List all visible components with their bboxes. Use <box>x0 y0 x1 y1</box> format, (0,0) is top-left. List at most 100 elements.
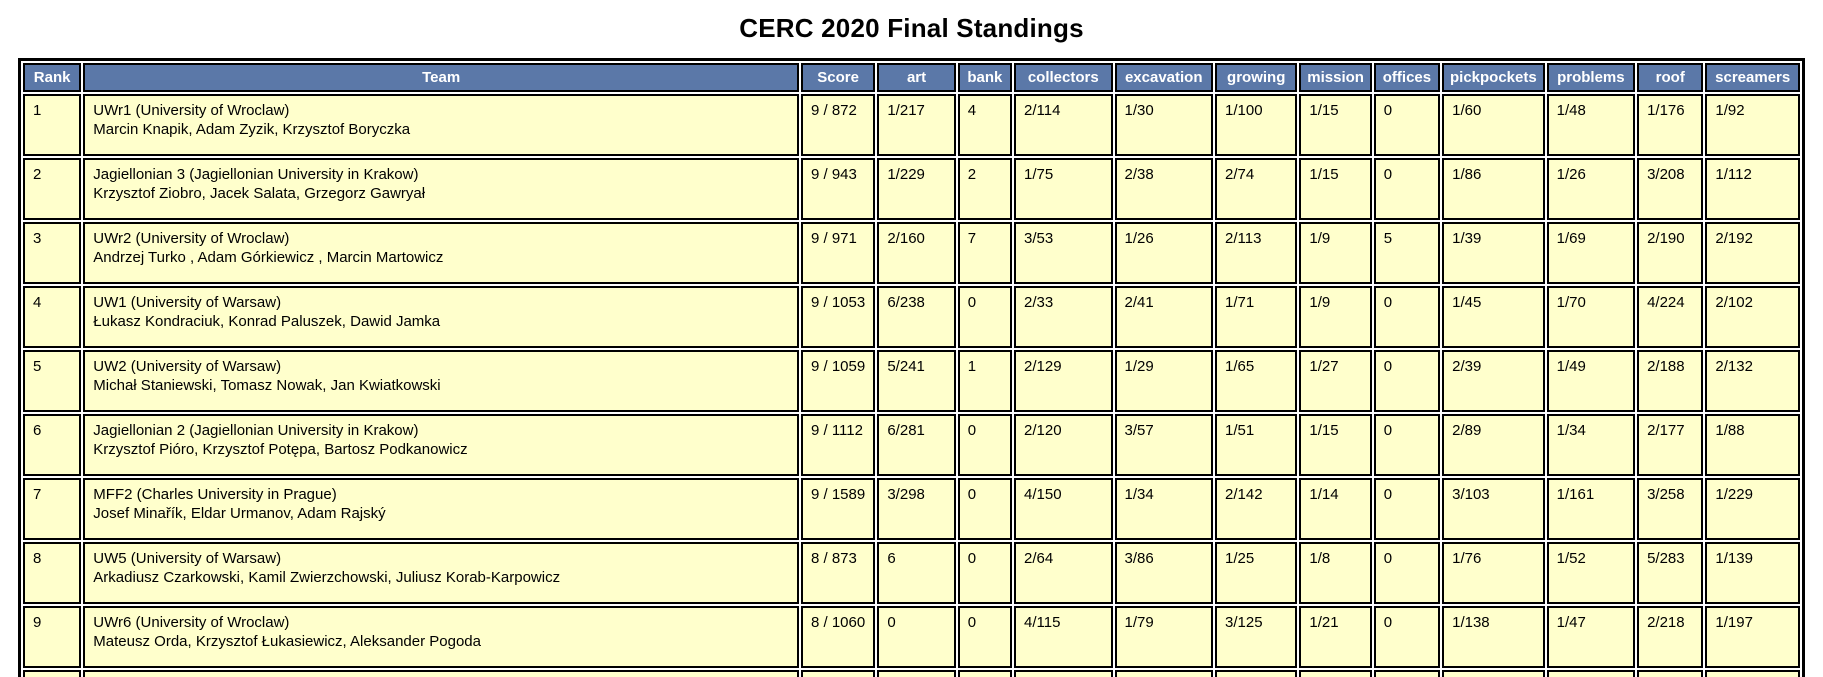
problem-result-cell-screamers: 1/139 <box>1705 542 1800 604</box>
problem-result-cell-bank: 0 <box>957 606 1012 668</box>
table-row: 5 UW2 (University of Warsaw) Michał Stanie… <box>23 350 1800 412</box>
problem-result-cell-art: 6 <box>877 542 956 604</box>
problem-result-cell-offices: 0 <box>1373 94 1441 156</box>
team-name: UW5 (University of Warsaw) <box>93 550 282 567</box>
problem-result-cell-bank: 4 <box>957 94 1012 156</box>
problem-result-cell-excavation: 1/30 <box>1114 94 1213 156</box>
problem-result-cell-screamers: 1/197 <box>1705 606 1800 668</box>
header-row: Rank Team Score art bank collectors excavation… <box>23 63 1800 92</box>
problem-result-cell-bank: 7 <box>957 222 1012 284</box>
problem-result-cell-bank: 0 <box>957 670 1012 677</box>
problem-result-cell-mission: 1/9 <box>1299 222 1372 284</box>
problem-result-cell-excavation: 3/57 <box>1114 414 1213 476</box>
problem-result-cell-pickpockets: 1/138 <box>1442 606 1545 668</box>
column-header-bank: bank <box>957 63 1012 92</box>
problem-result-cell-growing: 1/65 <box>1215 350 1298 412</box>
problem-result-cell-collectors: 1/75 <box>1014 158 1113 220</box>
column-header-art: art <box>877 63 956 92</box>
problem-result-cell-screamers: 2/192 <box>1705 222 1800 284</box>
problem-result-cell-art: 1/217 <box>877 94 956 156</box>
problem-result-cell-offices: 0 <box>1373 542 1441 604</box>
problem-result-cell-bank: 0 <box>957 414 1012 476</box>
column-header-team: Team <box>83 63 799 92</box>
rank-cell: 10 <box>23 670 82 677</box>
score-cell: 9 / 1059 <box>800 350 876 412</box>
problem-result-cell-pickpockets: 1/45 <box>1442 286 1545 348</box>
column-header-growing: growing <box>1215 63 1298 92</box>
problem-result-cell-art: 3/298 <box>877 478 956 540</box>
team-name: Jagiellonian 3 (Jagiellonian University … <box>93 166 419 183</box>
score-cell: 9 / 872 <box>800 94 876 156</box>
team-cell: Jagiellonian 3 (Jagiellonian University … <box>83 158 799 220</box>
problem-result-cell-collectors: 2/33 <box>1014 286 1113 348</box>
column-header-pickpockets: pickpockets <box>1442 63 1545 92</box>
problem-result-cell-offices: 5 <box>1373 222 1441 284</box>
rank-cell: 2 <box>23 158 82 220</box>
rank-cell: 7 <box>23 478 82 540</box>
problem-result-cell-excavation: 1/79 <box>1114 606 1213 668</box>
column-header-excavation: excavation <box>1114 63 1213 92</box>
problem-result-cell-problems: 1/26 <box>1546 158 1636 220</box>
problem-result-cell-bank: 2 <box>957 158 1012 220</box>
problem-result-cell-screamers: 0 <box>1705 670 1800 677</box>
column-header-screamers: screamers <box>1705 63 1800 92</box>
problem-result-cell-art: 1/229 <box>877 158 956 220</box>
team-name: UWr1 (University of Wroclaw) <box>93 102 290 119</box>
table-row: 8 UW5 (University of Warsaw) Arkadiusz Cza… <box>23 542 1800 604</box>
column-header-rank: Rank <box>23 63 82 92</box>
page-title: CERC 2020 Final Standings <box>739 13 1084 43</box>
problem-result-cell-pickpockets: 2/39 <box>1442 350 1545 412</box>
table-row: 6 Jagiellonian 2 (Jagiellonian University… <box>23 414 1800 476</box>
problem-result-cell-collectors: 4/150 <box>1014 478 1113 540</box>
problem-result-cell-mission: 1/8 <box>1299 542 1372 604</box>
problem-result-cell-offices: 0 <box>1373 350 1441 412</box>
table-row: 7 MFF2 (Charles University in Prague) Jose… <box>23 478 1800 540</box>
problem-result-cell-art: 5/241 <box>877 350 956 412</box>
rank-cell: 3 <box>23 222 82 284</box>
problem-result-cell-mission: 1/9 <box>1299 286 1372 348</box>
team-members: Michał Staniewski, Tomasz Nowak, Jan Kwi… <box>93 377 441 394</box>
problem-result-cell-roof: 2/188 <box>1637 350 1704 412</box>
column-header-roof: roof <box>1637 63 1704 92</box>
problem-result-cell-problems: 1/34 <box>1546 414 1636 476</box>
team-members: Josef Minařík, Eldar Urmanov, Adam Rajsk… <box>93 505 386 522</box>
problem-result-cell-problems: 1/48 <box>1546 94 1636 156</box>
problem-result-cell-roof: 2/177 <box>1637 414 1704 476</box>
column-header-score: Score <box>800 63 876 92</box>
standings-body: 1 UWr1 (University of Wroclaw) Marcin Knap… <box>23 94 1800 677</box>
problem-result-cell-problems: 1/69 <box>1546 222 1636 284</box>
problem-result-cell-art: 2/160 <box>877 222 956 284</box>
problem-result-cell-bank: 1 <box>957 350 1012 412</box>
problem-result-cell-screamers: 1/112 <box>1705 158 1800 220</box>
team-members: Arkadiusz Czarkowski, Kamil Zwierzchowsk… <box>93 569 561 586</box>
problem-result-cell-problems: 1/70 <box>1546 286 1636 348</box>
problem-result-cell-growing: 3/125 <box>1215 606 1298 668</box>
problem-result-cell-mission: 1/15 <box>1299 94 1372 156</box>
problem-result-cell-excavation: 1/26 <box>1114 222 1213 284</box>
problem-result-cell-bank: 0 <box>957 542 1012 604</box>
problem-result-cell-screamers: 1/88 <box>1705 414 1800 476</box>
problem-result-cell-roof: 3/208 <box>1637 158 1704 220</box>
problem-result-cell-growing: 2/113 <box>1215 222 1298 284</box>
problem-result-cell-mission: 1/21 <box>1299 606 1372 668</box>
team-cell: UW1 (University of Warsaw) Łukasz Kondrac… <box>83 286 799 348</box>
score-cell: 9 / 1112 <box>800 414 876 476</box>
problem-result-cell-roof: 2/190 <box>1637 222 1704 284</box>
problem-result-cell-excavation: 1/34 <box>1114 478 1213 540</box>
score-cell: 9 / 1589 <box>800 478 876 540</box>
table-row: 1 UWr1 (University of Wroclaw) Marcin Knap… <box>23 94 1800 156</box>
problem-result-cell-pickpockets: 1/76 <box>1442 542 1545 604</box>
team-members: Andrzej Turko , Adam Górkiewicz , Marcin… <box>93 249 444 266</box>
problem-result-cell-growing: 1/25 <box>1215 542 1298 604</box>
team-cell: UW2 (University of Warsaw) Michał Staniew… <box>83 350 799 412</box>
column-header-mission: mission <box>1299 63 1372 92</box>
team-members: Łukasz Kondraciuk, Konrad Paluszek, Dawi… <box>93 313 441 330</box>
problem-result-cell-mission: 1/15 <box>1299 414 1372 476</box>
problem-result-cell-offices: 0 <box>1373 670 1441 677</box>
problem-result-cell-pickpockets: 1/39 <box>1442 222 1545 284</box>
problem-result-cell-mission: 1/14 <box>1299 478 1372 540</box>
problem-result-cell-growing: 2/120 <box>1215 670 1298 677</box>
rank-cell: 1 <box>23 94 82 156</box>
problem-result-cell-offices: 0 <box>1373 478 1441 540</box>
problem-result-cell-roof: 3/258 <box>1637 478 1704 540</box>
